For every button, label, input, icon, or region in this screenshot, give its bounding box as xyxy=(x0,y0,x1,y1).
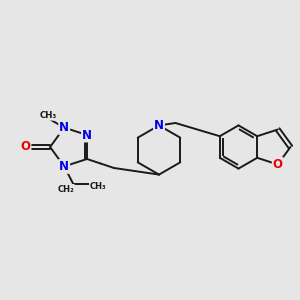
Text: N: N xyxy=(59,121,69,134)
Text: N: N xyxy=(82,128,92,142)
Text: CH₂: CH₂ xyxy=(57,185,74,194)
Text: N: N xyxy=(154,119,164,132)
Text: N: N xyxy=(59,160,69,173)
Text: O: O xyxy=(20,140,31,154)
Text: O: O xyxy=(273,158,283,171)
Text: CH₃: CH₃ xyxy=(39,111,56,120)
Text: CH₃: CH₃ xyxy=(90,182,106,191)
